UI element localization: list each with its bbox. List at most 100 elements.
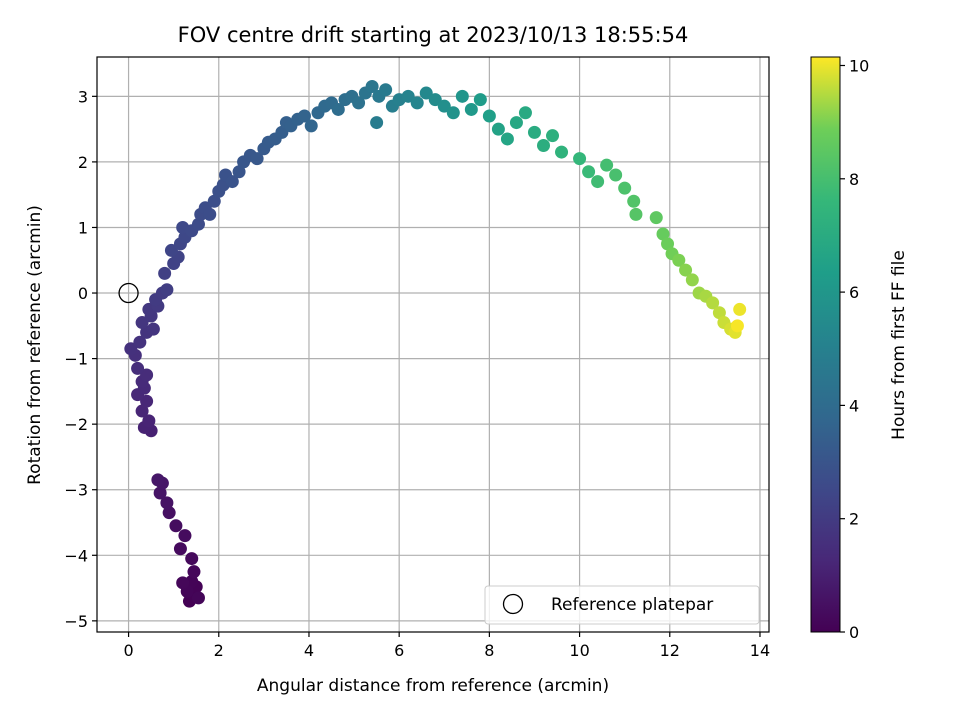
data-point — [142, 414, 156, 428]
data-point — [518, 106, 532, 120]
data-point — [153, 486, 167, 500]
y-tick-label: 0 — [78, 284, 88, 303]
legend-box — [484, 585, 760, 625]
data-point — [546, 129, 560, 143]
legend: Reference platepar — [484, 585, 760, 625]
data-point — [203, 207, 217, 221]
y-tick-label: −1 — [64, 350, 88, 369]
data-point — [656, 227, 670, 241]
data-point — [536, 139, 550, 153]
data-point — [124, 342, 138, 356]
data-point — [464, 102, 478, 116]
data-point — [685, 273, 699, 287]
data-point — [482, 109, 496, 123]
data-point — [582, 165, 596, 179]
data-point — [401, 89, 415, 103]
data-point — [275, 125, 289, 139]
data-point — [491, 122, 505, 136]
x-tick-label: 2 — [214, 641, 224, 660]
colorbar: 0 2 4 6 8 10 Hours from first FF file — [810, 56, 909, 642]
data-point — [176, 576, 190, 590]
data-point — [207, 194, 221, 208]
y-tick-label: 1 — [78, 218, 88, 237]
data-point — [185, 552, 199, 566]
colorbar-tick-label: 0 — [849, 623, 859, 642]
data-point — [160, 496, 174, 510]
x-axis-label: Angular distance from reference (arcmin) — [257, 676, 609, 696]
data-point — [352, 96, 366, 110]
data-point — [191, 217, 205, 231]
data-point — [187, 565, 201, 579]
y-tick-label: 3 — [78, 87, 88, 106]
data-point — [629, 207, 643, 221]
data-point — [162, 506, 176, 520]
x-tick-label: 10 — [569, 641, 589, 660]
y-axis-label: Rotation from reference (arcmin) — [25, 205, 45, 485]
y-tick-label: −3 — [64, 481, 88, 500]
data-point — [365, 80, 379, 94]
reference-platepar-marker — [118, 282, 139, 304]
plot-frame — [96, 56, 770, 633]
data-point — [591, 175, 605, 189]
legend-label: Reference platepar — [551, 595, 713, 615]
colorbar-gradient — [810, 56, 841, 633]
x-tick-label: 14 — [750, 641, 770, 660]
data-point — [133, 335, 147, 349]
data-point — [500, 132, 514, 146]
data-point — [297, 109, 311, 123]
colorbar-tick-label: 4 — [849, 396, 859, 415]
data-point — [573, 152, 587, 166]
data-point — [131, 361, 145, 375]
data-point — [191, 591, 205, 605]
data-point — [618, 181, 632, 195]
data-point — [410, 96, 424, 110]
data-point — [419, 86, 433, 100]
x-tick-label: 0 — [123, 641, 133, 660]
data-point — [706, 296, 720, 310]
colorbar-tick-label: 10 — [849, 56, 869, 75]
data-points — [124, 80, 747, 608]
grid-lines — [97, 57, 769, 632]
y-tick-label: −2 — [64, 415, 88, 434]
colorbar-tick-label: 6 — [849, 283, 859, 302]
data-point — [679, 263, 693, 277]
data-point — [455, 89, 469, 103]
data-point — [140, 368, 154, 382]
y-tick-label: −4 — [64, 546, 88, 565]
data-point — [733, 302, 747, 316]
data-point — [730, 319, 744, 333]
colorbar-label: Hours from first FF file — [889, 250, 909, 440]
data-point — [151, 473, 165, 487]
colorbar-tick-label: 8 — [849, 170, 859, 189]
data-point — [158, 266, 172, 280]
data-point — [649, 211, 663, 225]
x-tick-label: 6 — [394, 641, 404, 660]
data-point — [370, 116, 384, 130]
data-point — [164, 243, 178, 257]
y-tick-label: −5 — [64, 612, 88, 631]
data-point — [446, 106, 460, 120]
data-point — [712, 306, 726, 320]
data-point — [146, 322, 160, 336]
colorbar-tick-label: 2 — [849, 510, 859, 529]
data-point — [600, 158, 614, 172]
data-point — [609, 168, 623, 182]
data-point — [437, 99, 451, 113]
data-point — [178, 529, 192, 543]
data-point — [331, 102, 345, 116]
x-tick-label: 8 — [484, 641, 494, 660]
data-point — [527, 125, 541, 139]
y-axis-ticks: −5 −4 −3 −2 −1 0 1 2 3 — [64, 87, 97, 631]
data-point — [304, 119, 318, 133]
x-axis-ticks: 0 2 4 6 8 10 12 14 — [123, 632, 770, 660]
data-point — [225, 175, 239, 189]
data-point — [135, 316, 149, 330]
data-point — [428, 93, 442, 107]
data-point — [661, 237, 675, 251]
reference-marker-group — [118, 282, 139, 304]
chart-title: FOV centre drift starting at 2023/10/13 … — [178, 23, 689, 47]
data-point — [473, 93, 487, 107]
y-tick-label: 2 — [78, 153, 88, 172]
colorbar-ticks: 0 2 4 6 8 10 — [840, 56, 869, 642]
